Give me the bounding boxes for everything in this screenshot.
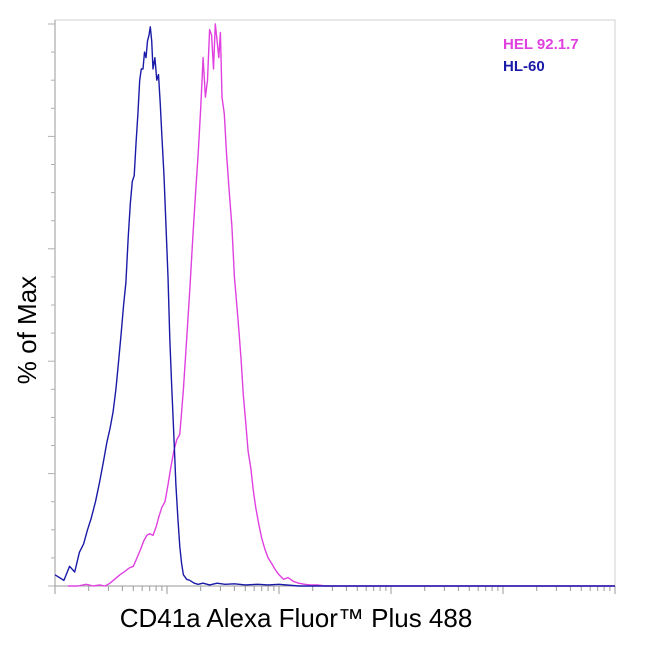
x-axis-title: CD41a Alexa Fluor™ Plus 488: [120, 603, 473, 633]
series-layer: [54, 23, 615, 587]
y-axis-ticks: [48, 23, 55, 587]
series-line-hel-92-1-7: [67, 23, 615, 587]
legend: HEL 92.1.7 HL-60: [503, 36, 579, 75]
legend-entry-hl-60: HL-60: [503, 58, 545, 75]
series-line-hl-60: [54, 26, 615, 587]
legend-entry-hel-92-1-7: HEL 92.1.7: [503, 36, 579, 53]
x-axis-ticks: [54, 586, 616, 594]
y-axis-title: % of Max: [12, 276, 42, 384]
